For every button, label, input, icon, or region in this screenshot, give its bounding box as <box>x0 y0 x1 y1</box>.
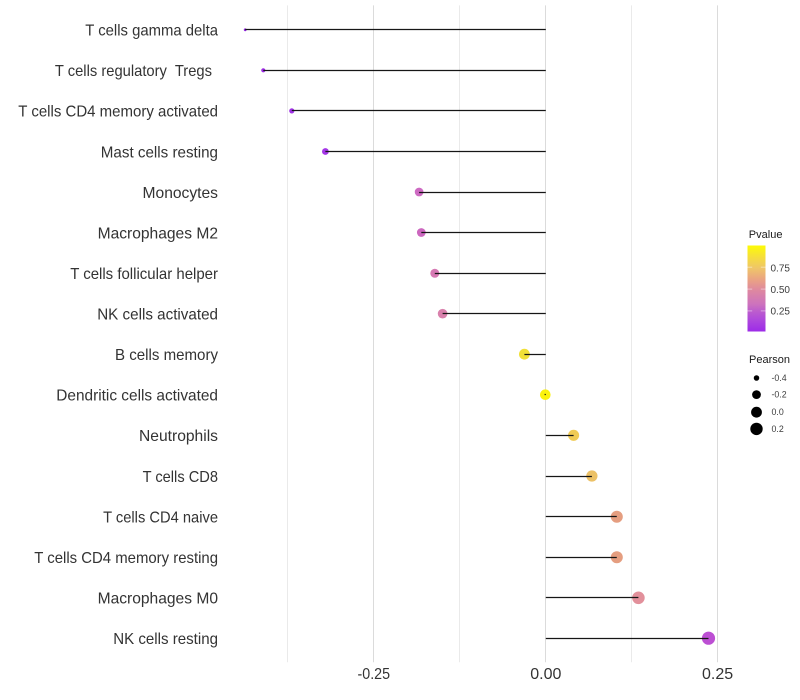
svg-text:0.25: 0.25 <box>771 307 791 318</box>
svg-text:NK cells resting: NK cells resting <box>113 631 218 648</box>
svg-text:Pvalue: Pvalue <box>749 229 783 241</box>
svg-text:0.00: 0.00 <box>530 666 561 683</box>
svg-text:T cells regulatory Tregs: T cells regulatory Tregs <box>55 63 212 80</box>
svg-text:Neutrophils: Neutrophils <box>139 428 218 445</box>
svg-text:T cells CD8: T cells CD8 <box>143 469 218 486</box>
svg-text:T cells gamma delta: T cells gamma delta <box>85 23 218 40</box>
svg-text:T cells CD4 memory activated: T cells CD4 memory activated <box>18 104 218 121</box>
svg-text:0.75: 0.75 <box>771 264 791 275</box>
svg-text:T cells follicular helper: T cells follicular helper <box>70 266 218 283</box>
svg-text:-0.4: -0.4 <box>772 373 787 383</box>
svg-text:Mast cells resting: Mast cells resting <box>101 144 218 161</box>
svg-text:0.0: 0.0 <box>772 407 784 417</box>
svg-text:0.2: 0.2 <box>772 424 784 434</box>
svg-text:-0.2: -0.2 <box>772 390 787 400</box>
svg-text:Macrophages M0: Macrophages M0 <box>98 591 218 608</box>
svg-text:-0.25: -0.25 <box>358 666 391 683</box>
svg-text:B cells memory: B cells memory <box>115 347 218 364</box>
svg-text:NK cells activated: NK cells activated <box>97 307 218 324</box>
svg-text:Monocytes: Monocytes <box>143 185 219 202</box>
svg-text:0.25: 0.25 <box>702 666 733 683</box>
svg-text:Macrophages M2: Macrophages M2 <box>98 225 218 242</box>
svg-text:0.50: 0.50 <box>771 285 791 296</box>
svg-text:Pearson: Pearson <box>749 354 790 366</box>
svg-text:Dendritic cells activated: Dendritic cells activated <box>56 388 218 405</box>
svg-text:T cells CD4 naive: T cells CD4 naive <box>103 510 218 527</box>
svg-text:T cells CD4 memory resting: T cells CD4 memory resting <box>34 550 218 567</box>
